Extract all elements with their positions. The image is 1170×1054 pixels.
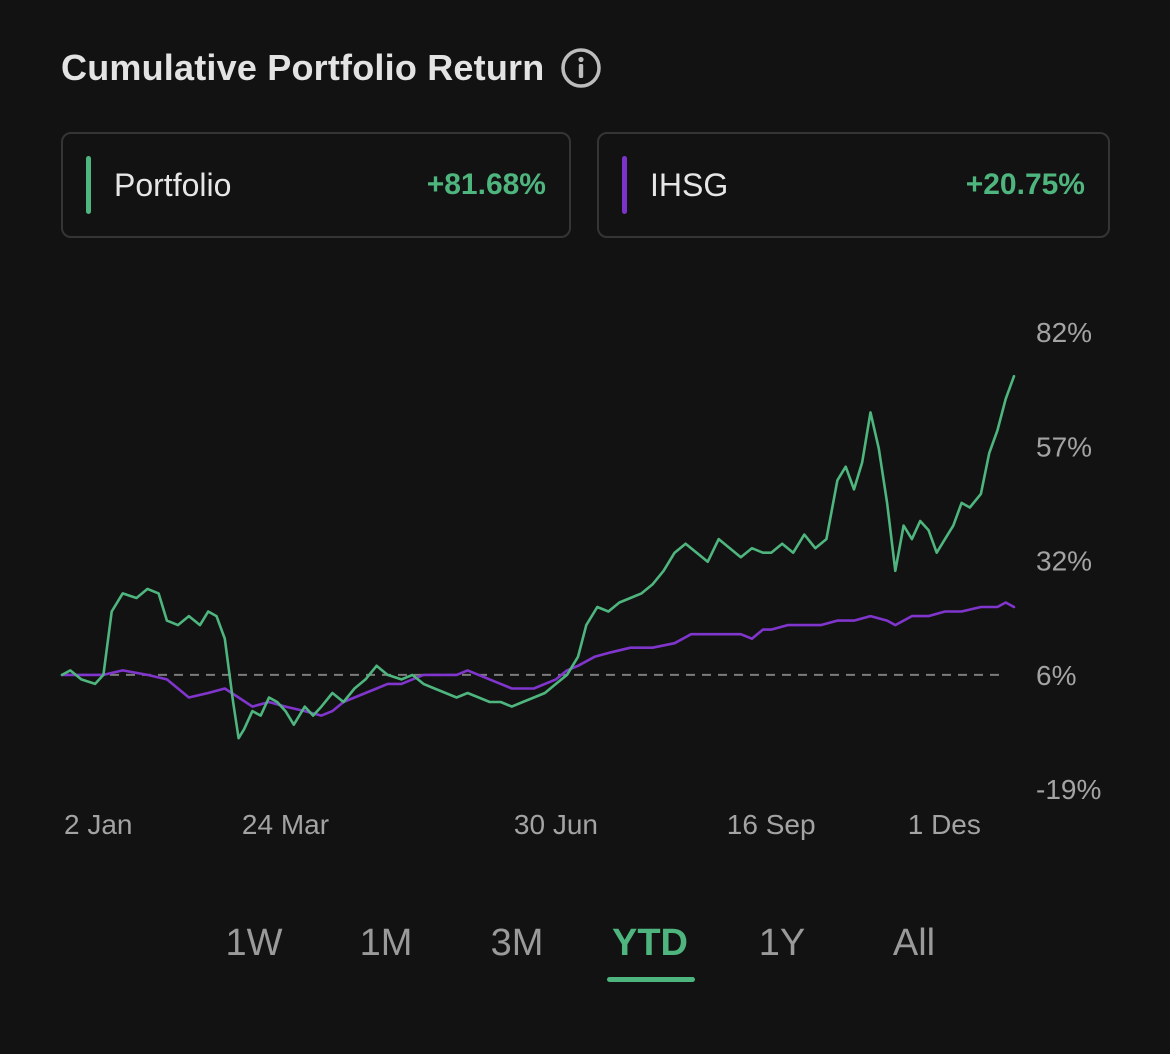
period-tabs: 1W 1M 3M YTD 1Y All	[0, 910, 1170, 990]
portfolio-legend-swatch	[86, 156, 91, 214]
header: Cumulative Portfolio Return	[61, 42, 602, 94]
y-tick-label: 82%	[1036, 317, 1092, 348]
portfolio-return-value: +81.68%	[426, 168, 546, 201]
tab-3m[interactable]: 3M	[490, 922, 544, 964]
tab-ytd[interactable]: YTD	[612, 922, 688, 964]
ihsg-legend-swatch	[622, 156, 627, 214]
y-tick-label: 6%	[1036, 660, 1076, 691]
y-tick-label: 57%	[1036, 431, 1092, 462]
cumulative-return-chart[interactable]: 82% 57% 32% 6% -19% 2 Jan 24 Mar 30 Jun 16 Sep 1 …	[0, 300, 1170, 860]
ihsg-label: IHSG	[650, 166, 729, 203]
x-tick-label: 30 Jun	[514, 809, 598, 840]
active-tab-indicator	[607, 977, 695, 982]
info-icon[interactable]	[560, 47, 602, 89]
portfolio-label: Portfolio	[114, 166, 232, 203]
tab-1w[interactable]: 1W	[225, 922, 283, 964]
x-tick-label: 1 Des	[908, 809, 981, 840]
portfolio-series-line	[60, 374, 1016, 740]
y-tick-label: 32%	[1036, 546, 1092, 577]
tab-1m[interactable]: 1M	[359, 922, 413, 964]
tab-all[interactable]: All	[892, 922, 936, 964]
x-tick-label: 16 Sep	[727, 809, 816, 840]
x-tick-label: 2 Jan	[64, 809, 133, 840]
x-tick-label: 24 Mar	[242, 809, 329, 840]
page-title: Cumulative Portfolio Return	[61, 47, 545, 88]
ihsg-return-value: +20.75%	[965, 168, 1085, 201]
y-tick-label: -19%	[1036, 774, 1101, 805]
portfolio-return-card[interactable]: Portfolio +81.68%	[61, 132, 571, 238]
ihsg-return-card[interactable]: IHSG +20.75%	[597, 132, 1110, 238]
tab-1y[interactable]: 1Y	[758, 922, 806, 964]
